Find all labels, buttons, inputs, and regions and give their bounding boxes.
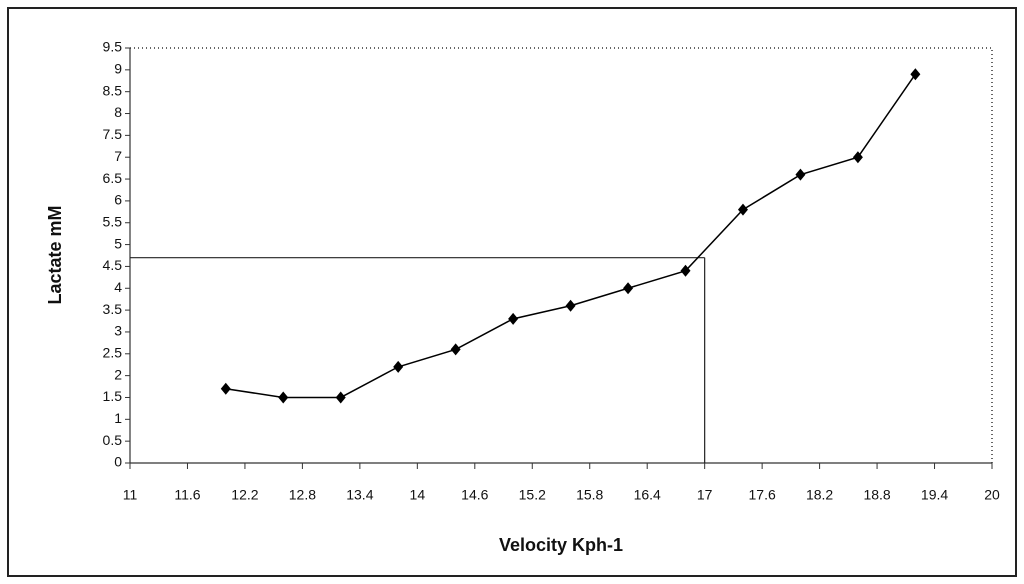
y-tick-label: 1.5 [103, 388, 123, 404]
data-point [852, 151, 863, 164]
y-tick-label: 6.5 [103, 170, 123, 186]
x-tick-label: 11 [123, 487, 138, 503]
y-tick-label: 2 [114, 366, 122, 382]
x-tick-label: 13.4 [346, 487, 373, 503]
data-point [335, 391, 346, 404]
x-tick-label: 16.4 [634, 487, 661, 503]
x-axis-title: Velocity Kph-1 [499, 535, 623, 555]
y-tick-label: 5 [114, 235, 122, 251]
y-tick-label: 9 [114, 61, 122, 77]
x-tick-label: 17 [697, 487, 713, 503]
data-point [737, 203, 748, 216]
data-point [795, 168, 806, 181]
x-tick-label: 12.8 [289, 487, 316, 503]
y-tick-label: 5.5 [103, 213, 123, 229]
y-tick-label: 6 [114, 192, 122, 208]
y-tick-label: 0.5 [103, 432, 123, 448]
x-tick-label: 12.2 [231, 487, 258, 503]
x-tick-label: 18.8 [863, 487, 890, 503]
data-point [623, 282, 634, 295]
y-axis-title: Lactate mM [45, 205, 65, 304]
x-tick-label: 11.6 [174, 487, 200, 503]
data-point [393, 360, 404, 373]
y-tick-label: 9.5 [103, 39, 123, 55]
data-point [220, 382, 231, 395]
y-tick-label: 8.5 [103, 82, 123, 98]
x-tick-label: 15.2 [519, 487, 546, 503]
data-point [680, 264, 691, 277]
x-tick-label: 18.2 [806, 487, 833, 503]
data-point [910, 68, 921, 81]
y-tick-label: 1 [114, 410, 122, 426]
y-tick-label: 7 [114, 148, 122, 164]
y-tick-label: 4.5 [103, 257, 123, 273]
y-tick-label: 3 [114, 323, 122, 339]
x-tick-label: 14.6 [461, 487, 488, 503]
x-tick-label: 14 [410, 487, 426, 503]
data-point [508, 312, 519, 325]
data-point [565, 299, 576, 312]
y-tick-label: 3.5 [103, 301, 123, 317]
data-point [278, 391, 289, 404]
x-tick-label: 20 [984, 487, 1000, 503]
y-tick-label: 7.5 [103, 126, 123, 142]
x-tick-label: 19.4 [921, 487, 948, 503]
data-point [450, 343, 461, 356]
chart-frame [7, 7, 1017, 577]
y-tick-label: 4 [114, 279, 122, 295]
y-tick-label: 8 [114, 104, 122, 120]
x-tick-label: 17.6 [749, 487, 776, 503]
x-tick-label: 15.8 [576, 487, 603, 503]
y-tick-label: 2.5 [103, 344, 123, 360]
y-tick-label: 0 [114, 454, 122, 470]
